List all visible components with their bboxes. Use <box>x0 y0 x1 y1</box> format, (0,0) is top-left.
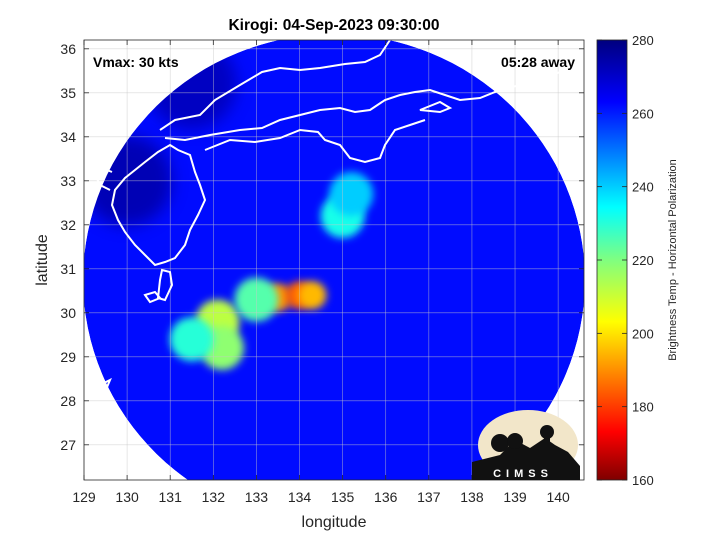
y-tick-label-9: 36 <box>60 41 76 57</box>
coastline-south-honshu <box>164 59 584 142</box>
swath-feature-2 <box>298 281 327 310</box>
logo-dish-icon-2 <box>507 433 523 449</box>
x-axis: 129 130 131 132 133 134 135 136 137 138 139 140 <box>72 40 570 505</box>
colorbar-tick-label-5: 260 <box>632 106 654 121</box>
colorbar-label: Brightness Temp - Horizontal Polarizatio… <box>667 159 679 361</box>
y-tick-label-5: 32 <box>60 217 76 233</box>
colorbar-tick-label-2: 200 <box>632 326 654 341</box>
x-tick-label-7: 136 <box>374 489 398 505</box>
x-tick-label-5: 134 <box>288 489 312 505</box>
coastline-island-5 <box>419 100 453 114</box>
coastlines <box>89 40 584 397</box>
logo-silhouette <box>472 438 580 480</box>
coastline-islands-west <box>93 166 113 191</box>
x-tick-label-9: 138 <box>460 489 484 505</box>
coastline-honshu <box>159 40 391 131</box>
x-tick-label-6: 135 <box>331 489 355 505</box>
grid <box>83 40 584 480</box>
y-tick-label-2: 29 <box>60 349 76 365</box>
coastline-shikoku <box>204 119 426 164</box>
y-tick-label-3: 30 <box>60 305 76 321</box>
coastline-island-2 <box>156 268 174 302</box>
plot-frame <box>83 39 585 481</box>
vmax-annotation: Vmax: 30 kts <box>93 54 179 70</box>
x-tick-label-11: 140 <box>546 489 570 505</box>
x-tick-label-2: 131 <box>159 489 183 505</box>
coastline-kyushu <box>110 143 207 267</box>
y-axis-label: latitude <box>34 234 51 286</box>
cimss-logo: CIMSS <box>472 410 580 480</box>
colorbar-tick-label-1: 180 <box>632 400 654 415</box>
logo-text: CIMSS <box>493 468 553 480</box>
colorbar: 160 180 200 220 240 260 280 Brightness Temp - … <box>596 33 679 488</box>
logo-dish-icon <box>491 434 509 452</box>
coastline-island-4 <box>89 377 112 397</box>
logo-tower-icon <box>544 435 550 475</box>
x-tick-label-8: 137 <box>417 489 441 505</box>
time-away-annotation: 05:28 away <box>501 54 575 70</box>
colorbar-tick-label-3: 220 <box>632 253 654 268</box>
y-tick-label-4: 31 <box>60 261 76 277</box>
colorbar-tick-label-0: 160 <box>632 473 654 488</box>
x-tick-label-1: 130 <box>115 489 139 505</box>
colorbar-ticks: 160 180 200 220 240 260 280 <box>597 33 654 488</box>
y-tick-label-6: 33 <box>60 173 76 189</box>
chart-title: Kirogi: 04-Sep-2023 09:30:00 <box>228 17 439 34</box>
swath-feature-6 <box>169 317 214 362</box>
x-tick-label-4: 133 <box>245 489 269 505</box>
x-tick-label-10: 139 <box>503 489 527 505</box>
y-tick-label-7: 34 <box>60 129 76 145</box>
x-tick-label-3: 132 <box>202 489 226 505</box>
coastline-island-3 <box>90 105 108 132</box>
x-tick-label-0: 129 <box>72 489 96 505</box>
colorbar-tick-label-4: 240 <box>632 180 654 195</box>
y-axis: 27 28 29 30 31 32 33 34 35 36 <box>60 41 584 453</box>
x-axis-label: longitude <box>302 514 367 531</box>
y-tick-label-0: 27 <box>60 437 76 453</box>
swath-feature-8 <box>329 172 374 216</box>
swath-background <box>84 40 584 480</box>
y-tick-label-1: 28 <box>60 393 76 409</box>
colorbar-tick-label-6: 280 <box>632 33 654 48</box>
y-tick-label-8: 35 <box>60 85 76 101</box>
